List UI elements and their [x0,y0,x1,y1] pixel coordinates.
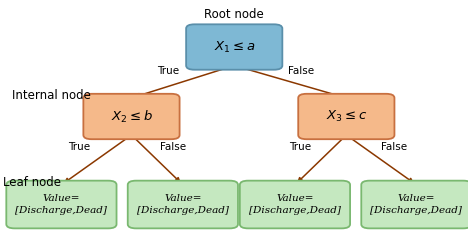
Text: $X_1 \leq a$: $X_1 \leq a$ [213,39,255,55]
Text: $X_2 \leq b$: $X_2 \leq b$ [110,108,153,125]
FancyBboxPatch shape [128,181,238,228]
FancyBboxPatch shape [298,94,394,139]
Text: Value=
[Discharge,Dead]: Value= [Discharge,Dead] [137,195,229,215]
FancyBboxPatch shape [240,181,350,228]
Text: True: True [68,142,90,152]
Text: Internal node: Internal node [12,89,91,102]
Text: Value=
[Discharge,Dead]: Value= [Discharge,Dead] [371,195,462,215]
Text: Value=
[Discharge,Dead]: Value= [Discharge,Dead] [16,195,107,215]
Text: True: True [289,142,311,152]
Text: Value=
[Discharge,Dead]: Value= [Discharge,Dead] [249,195,341,215]
FancyBboxPatch shape [361,181,472,228]
Text: False: False [160,142,186,152]
Text: True: True [157,66,179,76]
Text: False: False [381,142,407,152]
FancyBboxPatch shape [83,94,180,139]
Text: False: False [289,66,315,76]
FancyBboxPatch shape [186,24,283,70]
Text: Leaf node: Leaf node [3,176,61,189]
Text: $X_3 \leq c$: $X_3 \leq c$ [326,109,367,124]
Text: Root node: Root node [204,8,264,21]
FancyBboxPatch shape [6,181,117,228]
